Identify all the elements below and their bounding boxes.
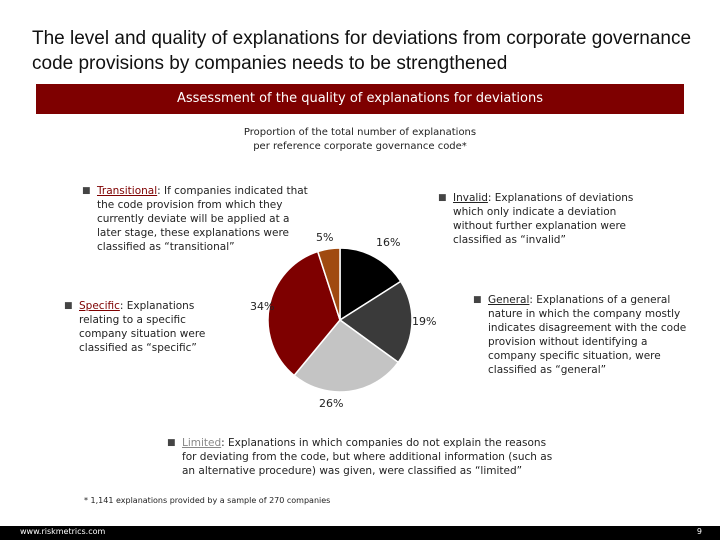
note-limited: ■ Limited: Explanations in which compani…	[167, 436, 562, 478]
chart-subtitle-line-2: per reference corporate governance code*	[253, 141, 467, 152]
bullet-icon: ■	[64, 301, 73, 311]
pie-label-transitional: 5%	[316, 231, 334, 244]
pie-slice-invalid	[339, 247, 402, 322]
note-limited-text: : Explanations in which companies do not…	[182, 437, 553, 477]
note-specific: ■ Specific: Explanations relating to a s…	[64, 299, 219, 355]
pie-label-general: 19%	[412, 315, 437, 328]
note-general-text: : Explanations of a general nature in wh…	[488, 294, 687, 376]
bullet-icon: ■	[167, 438, 176, 448]
note-transitional-term: Transitional	[97, 185, 158, 197]
page-title: The level and quality of explanations fo…	[32, 28, 692, 74]
page-number: 9	[696, 527, 702, 536]
note-limited-term: Limited	[182, 437, 222, 449]
footer-url[interactable]: www.riskmetrics.com	[20, 527, 106, 536]
pie-chart	[267, 247, 413, 393]
pie-label-limited: 26%	[319, 397, 344, 410]
note-invalid: ■ Invalid: Explanations of deviations wh…	[438, 191, 653, 247]
pie-slice-transitional	[316, 247, 341, 321]
pie-slice-specific	[267, 250, 341, 377]
pie-label-invalid: 16%	[376, 236, 401, 249]
note-specific-text: : Explanations relating to a specific co…	[79, 300, 206, 354]
note-invalid-text: : Explanations of deviations which only …	[453, 192, 634, 246]
bullet-icon: ■	[82, 186, 91, 196]
note-general: ■ General: Explanations of a general nat…	[473, 293, 696, 377]
pie-slice-general	[338, 280, 413, 364]
note-invalid-term: Invalid	[453, 192, 488, 204]
chart-subtitle: Proportion of the total number of explan…	[210, 126, 510, 154]
pie-slice-limited	[293, 318, 400, 393]
note-transitional: ■ Transitional: If companies indicated t…	[82, 184, 315, 254]
bullet-icon: ■	[473, 295, 482, 305]
pie-label-specific: 34%	[250, 300, 275, 313]
footnote: * 1,141 explanations provided by a sampl…	[84, 496, 331, 505]
chart-subtitle-line-1: Proportion of the total number of explan…	[243, 127, 477, 138]
bullet-icon: ■	[438, 193, 447, 203]
section-banner: Assessment of the quality of explanation…	[36, 84, 684, 114]
note-general-term: General	[488, 294, 530, 306]
note-specific-term: Specific	[79, 300, 120, 312]
note-transitional-text: : If companies indicated that the code p…	[97, 185, 308, 253]
footer-bar: www.riskmetrics.com 9	[0, 526, 720, 540]
